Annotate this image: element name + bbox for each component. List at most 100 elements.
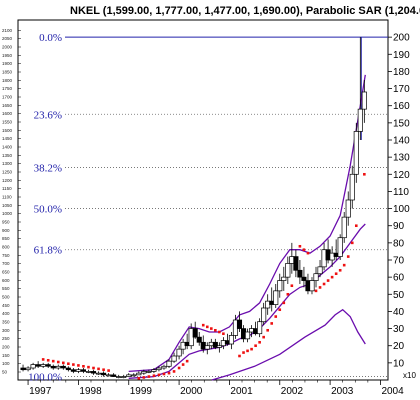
candle-body — [50, 365, 56, 369]
candle-body — [313, 273, 319, 281]
sar-dot — [181, 363, 185, 366]
candle-body — [353, 131, 359, 175]
sar-dot — [258, 340, 261, 344]
right-tick-label: 40 — [393, 307, 405, 318]
right-tick-label: 20 — [393, 341, 405, 352]
candle-body — [176, 348, 182, 357]
candle-body — [228, 335, 234, 345]
left-axis: 50 100 150 200 250 300 350 400 450 500 550 600 650 70… — [2, 28, 21, 375]
candle-body — [245, 331, 251, 340]
right-tick-label: 130 — [393, 153, 410, 164]
sar-dot — [172, 370, 176, 373]
sar-dot — [56, 360, 60, 364]
left-tick-label: 100 — [2, 361, 10, 366]
sar-dot — [318, 286, 322, 289]
sar-dot — [334, 272, 338, 276]
sar-dot — [77, 364, 80, 367]
right-tick-label: 190 — [393, 50, 410, 61]
left-tick-label: 150 — [2, 353, 10, 358]
sar-dot — [218, 330, 221, 334]
x-tick-label: 1997 — [29, 386, 52, 397]
candle-body — [261, 307, 267, 323]
x-tick-label: 2004 — [381, 386, 404, 397]
x-tick-label: 1999 — [130, 386, 153, 397]
candle-body — [349, 173, 355, 201]
sar-dot — [298, 244, 302, 248]
x-tick-label: 2000 — [180, 386, 203, 397]
left-tick-label: 1000 — [2, 211, 13, 216]
candle-body — [166, 360, 172, 367]
right-tick-label: 10 — [393, 358, 405, 369]
candle-body — [216, 345, 222, 348]
right-tick-label: 200 — [393, 33, 410, 44]
left-tick-label: 700 — [2, 261, 10, 266]
left-tick-label: 350 — [2, 320, 10, 325]
sar-dot — [314, 289, 318, 293]
left-tick-label: 400 — [2, 311, 10, 316]
left-tick-label: 1850 — [2, 70, 13, 75]
sar-dot — [254, 344, 257, 348]
candle-body — [212, 341, 218, 348]
candle-body — [273, 290, 279, 305]
candle-body — [141, 371, 147, 374]
sar-dot — [238, 354, 241, 358]
left-tick-label: 1600 — [2, 111, 13, 116]
candle-body — [121, 376, 127, 378]
sar-dot — [250, 347, 253, 351]
left-tick-label: 650 — [2, 270, 10, 275]
sar-dot — [152, 374, 156, 378]
fibonacci-levels: 0.0% 23.6% 38.2% 50.0% 61.8% 100.0% — [28, 32, 388, 384]
plot-frame — [17, 19, 389, 381]
sar-dot — [338, 268, 342, 272]
left-tick-label: 1650 — [2, 103, 13, 108]
sar-dot — [137, 376, 141, 380]
right-tick-label: 120 — [393, 170, 410, 181]
right-tick-label: 170 — [393, 84, 410, 95]
candle-body — [151, 369, 157, 372]
fib-label: 100.0% — [28, 372, 62, 384]
sar-dot — [167, 371, 171, 375]
fib-label: 0.0% — [39, 32, 62, 44]
x-axis: 1997 1998 1999 2000 2001 2002 2003 2004 — [27, 380, 404, 397]
candle-body — [337, 237, 343, 257]
fib-label: 23.6% — [34, 109, 62, 121]
sar-dot — [322, 282, 326, 286]
candle-body — [20, 367, 26, 371]
sar-dot — [266, 328, 269, 332]
sar-dot — [342, 263, 346, 267]
candle-body — [106, 374, 112, 377]
right-tick-label: 160 — [393, 101, 410, 112]
sar-dot — [274, 315, 278, 318]
sar-dot — [107, 369, 110, 372]
sar-dot — [162, 372, 166, 376]
right-tick-label: 30 — [393, 324, 405, 335]
candle-body — [277, 280, 283, 292]
left-tick-label: 1550 — [2, 120, 13, 125]
candle-body — [65, 367, 71, 371]
sar-dot — [214, 328, 217, 332]
candle-body — [317, 266, 323, 275]
candle-body — [171, 355, 177, 362]
candle-body — [25, 367, 31, 371]
left-tick-label: 300 — [2, 328, 10, 333]
left-tick-label: 1150 — [2, 186, 12, 191]
sar-dot — [67, 362, 70, 366]
left-tick-label: 450 — [2, 303, 10, 308]
candle-body — [192, 328, 198, 338]
x-tick-label: 2002 — [281, 386, 304, 397]
sar-dot — [346, 255, 350, 258]
candle-body — [80, 369, 86, 372]
left-tick-label: 850 — [2, 236, 10, 241]
candle-body — [281, 276, 287, 281]
left-tick-label: 1200 — [2, 178, 13, 183]
fib-label: 61.8% — [34, 245, 62, 257]
candle-body — [101, 372, 107, 376]
sar-dot — [185, 359, 189, 363]
right-axis: 10 20 30 40 50 60 70 80 90 100 110 120 130 140 150 160 1… — [388, 33, 410, 369]
left-tick-label: 1700 — [2, 95, 13, 100]
x-tick-label: 2003 — [331, 386, 354, 397]
sar-dot — [157, 373, 161, 377]
candle-body — [146, 371, 152, 373]
fib-label: 38.2% — [34, 162, 62, 174]
